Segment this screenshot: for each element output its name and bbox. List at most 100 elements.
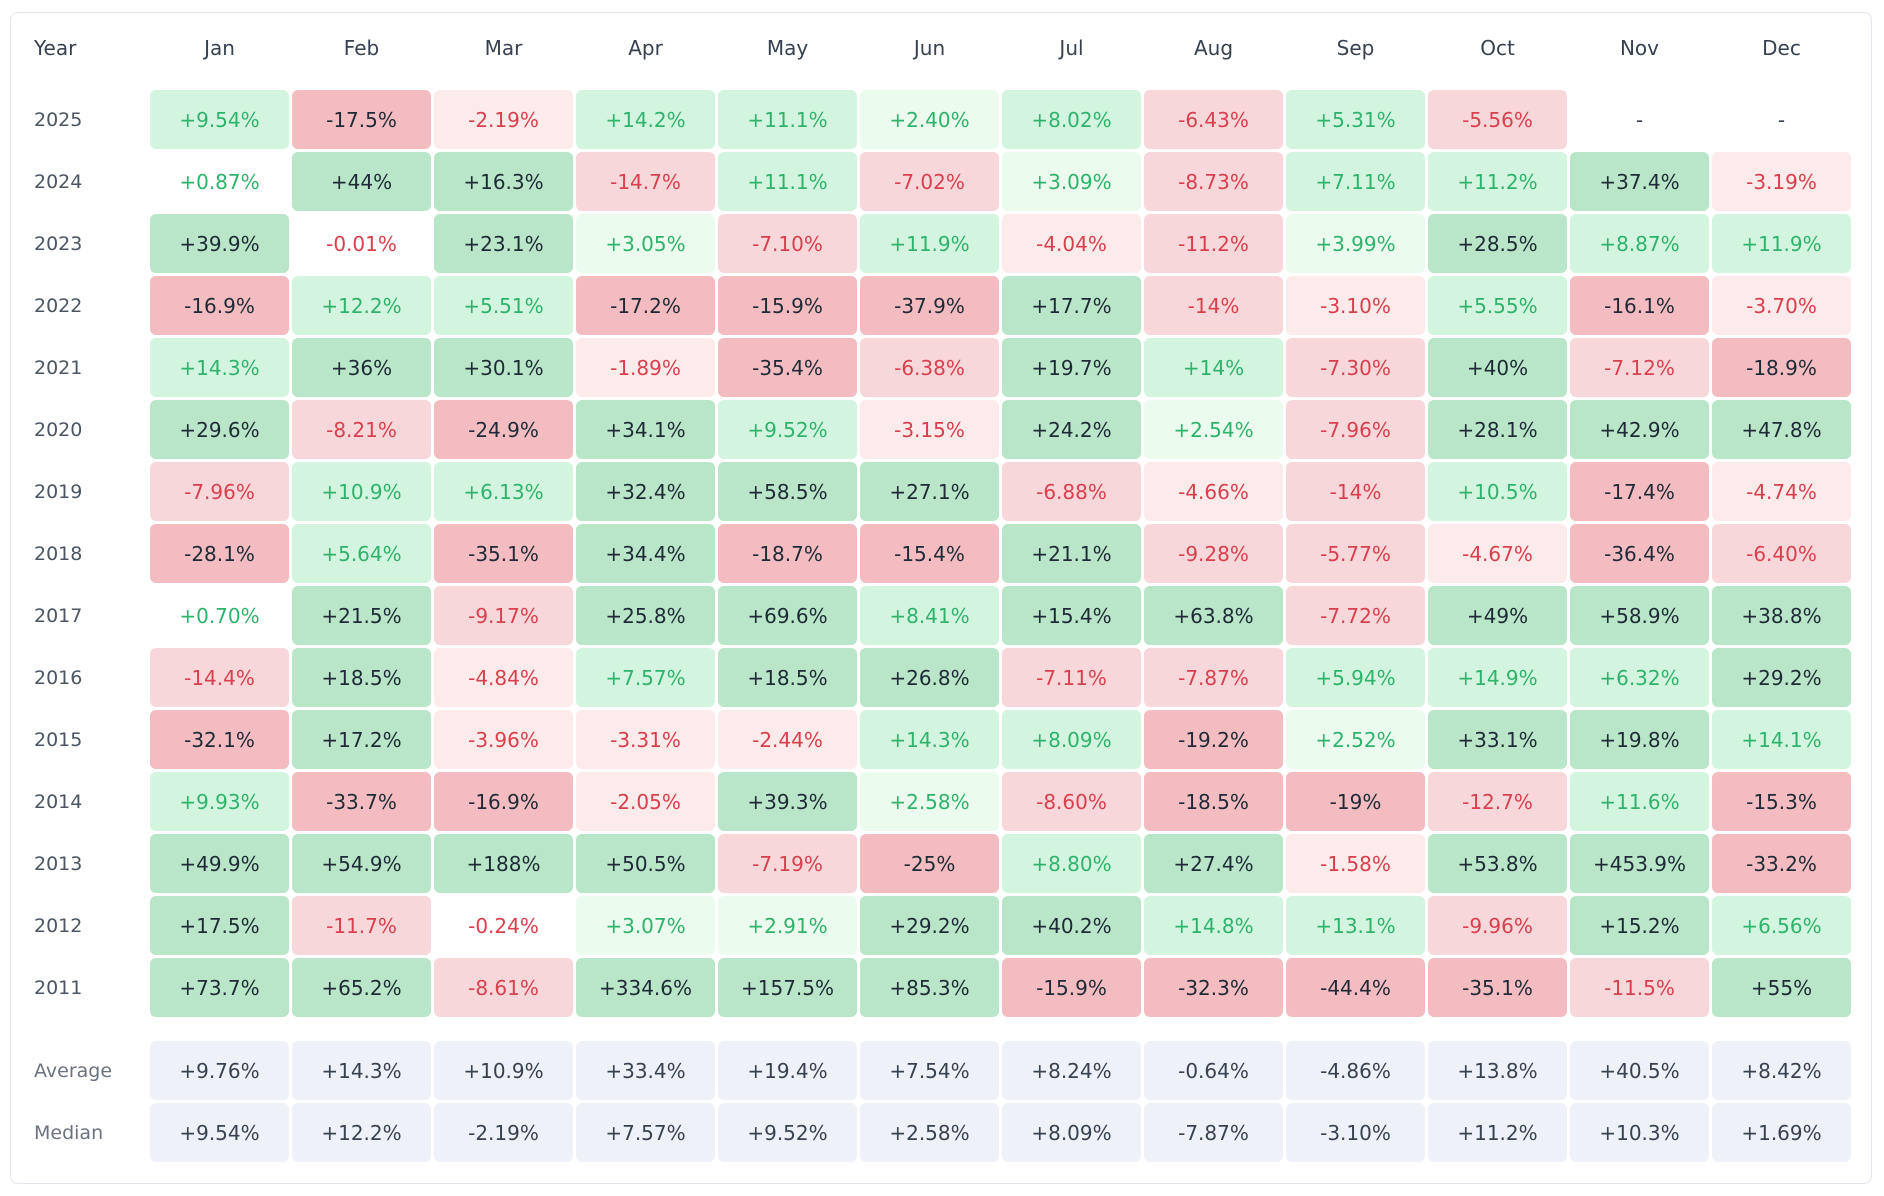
heatmap-cell: +9.52%	[718, 400, 857, 459]
heatmap-cell: -4.74%	[1712, 462, 1851, 521]
year-label-2021: 2021	[34, 356, 83, 379]
heatmap-cell: +8.02%	[1002, 90, 1141, 149]
summary-cell: -0.64%	[1144, 1041, 1283, 1100]
heatmap-cell: -17.4%	[1570, 462, 1709, 521]
heatmap-cell: -33.2%	[1712, 834, 1851, 893]
heatmap-cell: -4.84%	[434, 648, 573, 707]
month-header-feb: Feb	[343, 36, 380, 60]
heatmap-cell: +11.1%	[718, 90, 857, 149]
heatmap-cell: +3.07%	[576, 896, 715, 955]
heatmap-cell: +49.9%	[150, 834, 289, 893]
year-label-2016: 2016	[34, 666, 83, 689]
heatmap-cell: -5.56%	[1428, 90, 1567, 149]
summary-cell: +40.5%	[1570, 1041, 1709, 1100]
heatmap-cell: -7.30%	[1286, 338, 1425, 397]
heatmap-cell: +28.1%	[1428, 400, 1567, 459]
heatmap-cell: -7.02%	[860, 152, 999, 211]
year-label-2024: 2024	[34, 170, 83, 193]
heatmap-cell: -15.4%	[860, 524, 999, 583]
heatmap-cell: +2.58%	[860, 772, 999, 831]
heatmap-cell: +21.5%	[292, 586, 431, 645]
heatmap-cell: +188%	[434, 834, 573, 893]
heatmap-cell: -4.04%	[1002, 214, 1141, 273]
heatmap-cell: +27.4%	[1144, 834, 1283, 893]
heatmap-cell: +47.8%	[1712, 400, 1851, 459]
summary-cell: +8.24%	[1002, 1041, 1141, 1100]
heatmap-cell: +8.09%	[1002, 710, 1141, 769]
heatmap-cell: +11.2%	[1428, 152, 1567, 211]
heatmap-cell: +9.54%	[150, 90, 289, 149]
heatmap-cell: +19.8%	[1570, 710, 1709, 769]
heatmap-cell: -4.66%	[1144, 462, 1283, 521]
heatmap-cell: -7.96%	[150, 462, 289, 521]
heatmap-cell: -7.19%	[718, 834, 857, 893]
month-header-may: May	[766, 36, 809, 60]
heatmap-cell: -9.96%	[1428, 896, 1567, 955]
heatmap-cell: +7.57%	[576, 648, 715, 707]
summary-cell: +10.3%	[1570, 1103, 1709, 1162]
heatmap-cell: +27.1%	[860, 462, 999, 521]
heatmap-cell: -16.1%	[1570, 276, 1709, 335]
heatmap-cell: +37.4%	[1570, 152, 1709, 211]
heatmap-cell: -9.17%	[434, 586, 573, 645]
heatmap-cell: -35.1%	[1428, 958, 1567, 1017]
heatmap-cell: -7.72%	[1286, 586, 1425, 645]
heatmap-cell: +2.91%	[718, 896, 857, 955]
heatmap-cell: +14.2%	[576, 90, 715, 149]
heatmap-cell: -8.21%	[292, 400, 431, 459]
summary-cell: +7.54%	[860, 1041, 999, 1100]
summary-cell: -7.87%	[1144, 1103, 1283, 1162]
heatmap-cell: +11.9%	[1712, 214, 1851, 273]
heatmap-cell: -7.10%	[718, 214, 857, 273]
heatmap-cell: +30.1%	[434, 338, 573, 397]
heatmap-cell: +6.32%	[1570, 648, 1709, 707]
heatmap-cell: -2.44%	[718, 710, 857, 769]
heatmap-cell: +21.1%	[1002, 524, 1141, 583]
heatmap-cell: -15.9%	[718, 276, 857, 335]
heatmap-cell: +26.8%	[860, 648, 999, 707]
summary-cell: +2.58%	[860, 1103, 999, 1162]
heatmap-cell: -25%	[860, 834, 999, 893]
heatmap-cell: +38.8%	[1712, 586, 1851, 645]
heatmap-cell: +18.5%	[292, 648, 431, 707]
heatmap-cell: +5.31%	[1286, 90, 1425, 149]
month-header-jul: Jul	[1059, 36, 1084, 60]
month-header-jan: Jan	[204, 36, 235, 60]
month-header-apr: Apr	[628, 36, 663, 60]
heatmap-cell: +14.8%	[1144, 896, 1283, 955]
summary-cell: +7.57%	[576, 1103, 715, 1162]
heatmap-cell: -15.9%	[1002, 958, 1141, 1017]
heatmap-cell: -3.96%	[434, 710, 573, 769]
heatmap-cell: +3.09%	[1002, 152, 1141, 211]
heatmap-cell: -32.1%	[150, 710, 289, 769]
summary-cell: +33.4%	[576, 1041, 715, 1100]
heatmap-cell: +2.54%	[1144, 400, 1283, 459]
year-column-header: Year	[34, 36, 77, 60]
heatmap-cell: +65.2%	[292, 958, 431, 1017]
summary-cell: +19.4%	[718, 1041, 857, 1100]
heatmap-cell: -35.4%	[718, 338, 857, 397]
heatmap-cell: -0.24%	[468, 913, 539, 938]
heatmap-cell: +14.1%	[1712, 710, 1851, 769]
summary-cell: +10.9%	[434, 1041, 573, 1100]
heatmap-cell: -3.15%	[860, 400, 999, 459]
heatmap-cell: -12.7%	[1428, 772, 1567, 831]
heatmap-cell: +69.6%	[718, 586, 857, 645]
heatmap-cell: +29.2%	[1712, 648, 1851, 707]
heatmap-cell: +33.1%	[1428, 710, 1567, 769]
heatmap-cell: -6.40%	[1712, 524, 1851, 583]
heatmap-cell: +11.9%	[860, 214, 999, 273]
summary-cell: +11.2%	[1428, 1103, 1567, 1162]
heatmap-cell: -14%	[1286, 462, 1425, 521]
heatmap-cell: +334.6%	[576, 958, 715, 1017]
heatmap-cell: +3.99%	[1286, 214, 1425, 273]
heatmap-cell: -8.61%	[434, 958, 573, 1017]
heatmap-cell: +8.80%	[1002, 834, 1141, 893]
heatmap-cell: +85.3%	[860, 958, 999, 1017]
year-label-2025: 2025	[34, 108, 83, 131]
heatmap-cell: +10.9%	[292, 462, 431, 521]
heatmap-cell: +453.9%	[1570, 834, 1709, 893]
summary-cell: +9.54%	[150, 1103, 289, 1162]
heatmap-cell: -18.9%	[1712, 338, 1851, 397]
heatmap-cell: -17.2%	[576, 276, 715, 335]
